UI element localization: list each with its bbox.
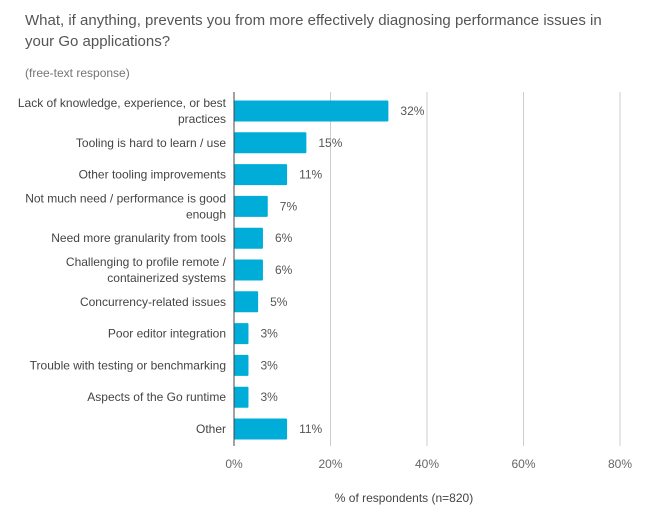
- value-label: 3%: [260, 390, 278, 404]
- bar: [234, 418, 288, 440]
- value-label: 3%: [260, 327, 278, 341]
- value-label: 11%: [299, 168, 322, 182]
- value-label: 32%: [400, 104, 424, 118]
- category-label: Tooling is hard to learn / use: [76, 136, 226, 150]
- category-label: Trouble with testing or benchmarking: [30, 358, 226, 372]
- value-label: 11%: [299, 422, 322, 436]
- bar: [234, 100, 389, 122]
- x-tick-label: 20%: [318, 457, 342, 471]
- value-label: 6%: [275, 263, 293, 277]
- bar: [234, 386, 249, 408]
- value-label: 5%: [270, 295, 288, 309]
- bar: [234, 132, 307, 154]
- category-label: Need more granularity from tools: [51, 231, 226, 245]
- category-label: Other: [196, 422, 226, 436]
- chart-title: What, if anything, prevents you from mor…: [25, 12, 602, 50]
- bar: [234, 354, 249, 376]
- category-label: Concurrency-related issues: [80, 295, 226, 309]
- x-tick-label: 0%: [225, 457, 243, 471]
- category-label: containerized systems: [107, 271, 226, 285]
- category-label: enough: [186, 207, 226, 221]
- bar: [234, 195, 268, 217]
- bar: [234, 323, 249, 345]
- category-label: Not much need / performance is good: [25, 191, 226, 205]
- x-tick-label: 80%: [608, 457, 632, 471]
- category-label: Aspects of the Go runtime: [87, 390, 226, 404]
- value-label: 3%: [260, 358, 278, 372]
- value-label: 7%: [280, 199, 298, 213]
- x-axis-title: % of respondents (n=820): [335, 491, 473, 505]
- bar: [234, 164, 288, 186]
- category-label: Challenging to profile remote /: [66, 255, 227, 269]
- category-label: Poor editor integration: [108, 327, 226, 341]
- category-label: practices: [178, 112, 226, 126]
- bar: [234, 291, 259, 313]
- x-tick-label: 40%: [415, 457, 439, 471]
- x-tick-label: 60%: [511, 457, 535, 471]
- category-label: Lack of knowledge, experience, or best: [18, 96, 227, 110]
- bar: [234, 227, 263, 249]
- value-label: 6%: [275, 231, 293, 245]
- category-label: Other tooling improvements: [79, 168, 226, 182]
- bar: [234, 259, 263, 281]
- chart-subtitle: (free-text response): [25, 66, 130, 80]
- value-label: 15%: [318, 136, 342, 150]
